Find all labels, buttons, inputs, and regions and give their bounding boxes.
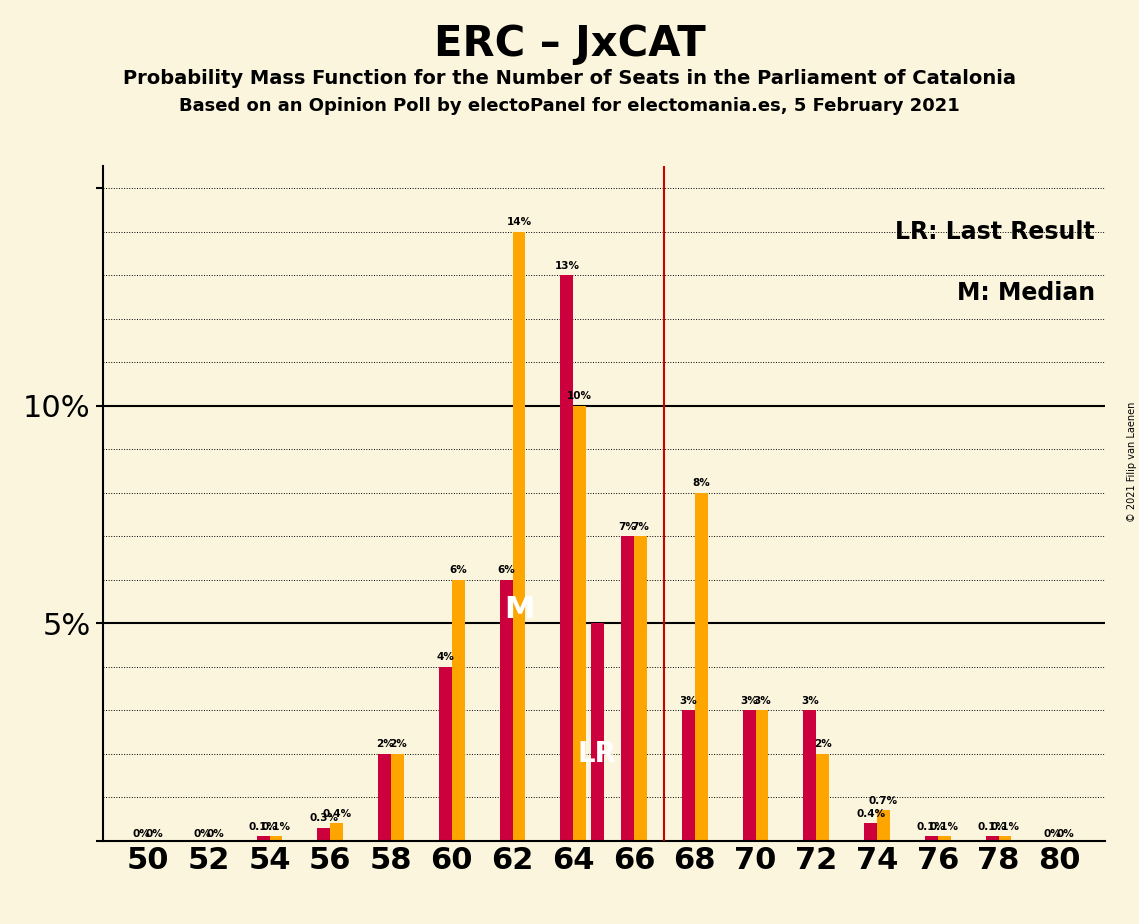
Bar [330,823,343,841]
Text: 0%: 0% [1057,829,1074,839]
Bar [985,836,999,841]
Bar [925,836,937,841]
Text: 7%: 7% [631,522,649,532]
Text: 0%: 0% [1044,829,1062,839]
Bar [755,711,769,841]
Text: 0.4%: 0.4% [857,809,885,819]
Bar [256,836,270,841]
Text: 13%: 13% [555,261,580,271]
Bar [560,275,573,841]
Text: 3%: 3% [801,696,819,706]
Text: 0%: 0% [194,829,211,839]
Text: 0%: 0% [133,829,150,839]
Text: 0.1%: 0.1% [917,822,945,833]
Text: 3%: 3% [753,696,771,706]
Text: 2%: 2% [814,739,831,749]
Text: 0.1%: 0.1% [977,822,1007,833]
Text: 10%: 10% [567,392,592,401]
Text: 7%: 7% [618,522,637,532]
Text: 2%: 2% [376,739,393,749]
Bar [695,492,707,841]
Text: 0.1%: 0.1% [262,822,290,833]
Text: 3%: 3% [680,696,697,706]
Text: © 2021 Filip van Laenen: © 2021 Filip van Laenen [1126,402,1137,522]
Bar [634,536,647,841]
Text: 0.1%: 0.1% [929,822,959,833]
Text: 8%: 8% [693,479,710,489]
Bar [937,836,951,841]
Text: ERC – JxCAT: ERC – JxCAT [434,23,705,65]
Text: LR: Last Result: LR: Last Result [895,220,1095,244]
Text: 0.7%: 0.7% [869,796,898,806]
Bar [391,754,404,841]
Bar [270,836,282,841]
Bar [573,406,587,841]
Bar [318,828,330,841]
Text: 0%: 0% [146,829,163,839]
Text: 2%: 2% [388,739,407,749]
Text: 0.3%: 0.3% [310,813,338,823]
Bar [439,667,452,841]
Text: 6%: 6% [498,565,515,576]
Bar [621,536,634,841]
Bar [500,579,513,841]
Text: 0.4%: 0.4% [322,809,351,819]
Text: 0.1%: 0.1% [991,822,1019,833]
Text: 0.1%: 0.1% [248,822,278,833]
Text: 4%: 4% [436,652,454,663]
Text: LR: LR [577,740,616,768]
Bar [591,624,604,841]
Text: 3%: 3% [740,696,757,706]
Bar [513,232,525,841]
Text: M: Median: M: Median [957,281,1095,305]
Bar [743,711,755,841]
Bar [452,579,465,841]
Bar [877,810,890,841]
Text: Probability Mass Function for the Number of Seats in the Parliament of Catalonia: Probability Mass Function for the Number… [123,69,1016,89]
Bar [803,711,817,841]
Text: 14%: 14% [507,217,532,227]
Bar [682,711,695,841]
Text: M: M [503,595,534,624]
Text: 0%: 0% [206,829,224,839]
Bar [378,754,391,841]
Text: Based on an Opinion Poll by electoPanel for electomania.es, 5 February 2021: Based on an Opinion Poll by electoPanel … [179,97,960,115]
Bar [999,836,1011,841]
Text: 6%: 6% [450,565,467,576]
Bar [817,754,829,841]
Bar [865,823,877,841]
